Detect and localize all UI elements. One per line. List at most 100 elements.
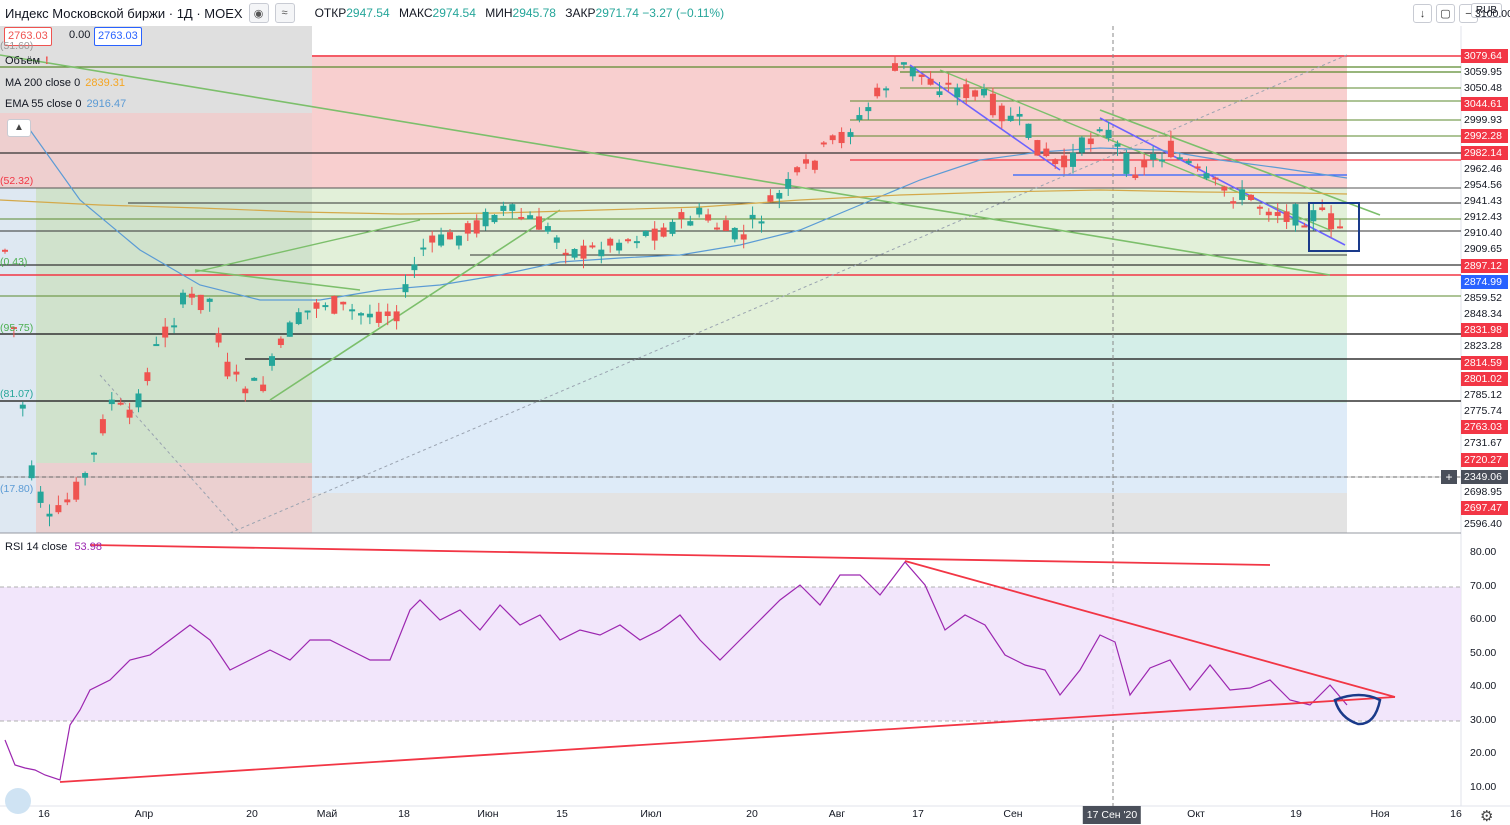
rsi-axis-label: 10.00 <box>1470 780 1497 793</box>
symbol-title[interactable]: Индекс Московской биржи · 1Д · MOEX <box>5 5 243 21</box>
rsi-label: RSI 14 close <box>5 541 68 553</box>
ohlc-low-label: МИН <box>485 6 513 20</box>
candle-body <box>954 87 961 98</box>
candle-body <box>1212 177 1219 180</box>
trend-line <box>229 54 1348 534</box>
gear-icon[interactable]: ⚙ <box>1480 808 1494 825</box>
candle-body <box>838 131 845 144</box>
rsi-axis-label: 30.00 <box>1470 713 1497 726</box>
candle-body <box>669 221 676 234</box>
compare-icon[interactable]: ≈ <box>274 3 295 23</box>
sell-price-button[interactable]: 2763.03 <box>4 27 52 46</box>
spread-value: 0.00 <box>69 29 91 41</box>
candle-body <box>1292 204 1299 226</box>
time-axis-label: Июл <box>640 808 662 820</box>
fib-left-label: (81.07) <box>0 388 34 400</box>
ma200-legend[interactable]: MA 200 close 0 2839.31 <box>5 77 125 89</box>
time-axis-label: 19 <box>1290 808 1302 820</box>
candle-body <box>892 63 898 71</box>
candle-body <box>1096 129 1103 132</box>
tradingview-logo-icon[interactable] <box>5 788 31 814</box>
price-axis-label: 2823.28 <box>1464 340 1502 352</box>
candle-body <box>375 311 382 323</box>
candle-body <box>277 338 284 346</box>
ohlc-low-value: 2945.78 <box>512 6 556 20</box>
candle-body <box>642 231 649 236</box>
candle-body <box>251 377 258 381</box>
price-axis-label: 3050.48 <box>1464 82 1502 94</box>
axis-top-label: 3100.00 <box>1475 8 1510 20</box>
fib-left-label: (0.43) <box>0 256 28 268</box>
candle-body <box>731 227 738 240</box>
time-axis-label: Апр <box>134 808 154 820</box>
candle-body <box>927 78 934 85</box>
ema55-legend[interactable]: EMA 55 close 0 2916.47 <box>5 98 126 110</box>
candle-body <box>473 220 480 234</box>
candle-body <box>553 237 560 243</box>
candle-body <box>1319 207 1326 210</box>
add-alert-icon[interactable]: + <box>1441 470 1457 484</box>
candle-body <box>696 207 703 215</box>
candle-body <box>1328 213 1335 230</box>
candle-body <box>714 227 720 230</box>
time-axis-label: Май <box>316 808 338 820</box>
ema55-label: EMA 55 close 0 <box>5 98 82 110</box>
candle-body <box>776 192 783 199</box>
candle-body <box>571 249 578 258</box>
candle-body <box>10 327 17 330</box>
price-axis-label: 2848.34 <box>1464 308 1502 320</box>
candle-body <box>883 88 890 91</box>
price-axis-label: 2859.52 <box>1464 292 1502 304</box>
chart-toolbar: ↓ ▢ − <box>1413 4 1478 23</box>
collapse-legend-button[interactable]: ▲ <box>7 119 31 137</box>
candle-body <box>874 87 881 97</box>
candle-body <box>482 211 489 227</box>
maximize-icon[interactable]: ▢ <box>1436 4 1455 23</box>
candle-body <box>1310 210 1317 222</box>
candle-body <box>749 214 756 219</box>
candle-body <box>963 84 970 99</box>
candle-body <box>1301 225 1308 228</box>
ohlc-close-label: ЗАКР <box>565 6 596 20</box>
rsi-legend[interactable]: RSI 14 close 53.98 <box>5 541 102 553</box>
candle-body <box>544 226 551 232</box>
price-axis-label: 2912.43 <box>1464 211 1502 223</box>
eye-icon[interactable]: ◉ <box>248 3 269 23</box>
candle-body <box>500 205 507 211</box>
price-axis-label: 2831.98 <box>1461 323 1508 337</box>
candle-body <box>402 284 409 293</box>
price-axis-label: 2909.65 <box>1464 243 1502 255</box>
candle-body <box>1016 113 1023 117</box>
candle-body <box>322 305 329 308</box>
ohlc-close-value: 2971.74 −3.27 (−0.11%) <box>595 6 725 20</box>
price-axis-label: 2763.03 <box>1461 420 1508 434</box>
rsi-axis-label: 60.00 <box>1470 613 1497 625</box>
ohlc-values: ОТКР2947.54 МАКС2974.54 МИН2945.78 ЗАКР2… <box>315 6 731 20</box>
candle-body <box>1248 194 1254 200</box>
candle-body <box>295 312 302 325</box>
time-axis-label: Сен <box>1003 808 1023 820</box>
currency-button[interactable]: RUB <box>1470 3 1502 18</box>
candle-body <box>678 212 685 219</box>
price-axis-label: 2720.27 <box>1461 453 1508 467</box>
price-axis-label: 3059.95 <box>1464 66 1502 78</box>
arrow-down-icon[interactable]: ↓ <box>1413 4 1432 23</box>
candle-body <box>108 399 115 405</box>
trend-line <box>194 219 421 273</box>
volume-legend[interactable]: Объём! <box>5 55 49 67</box>
candle-body <box>19 404 26 409</box>
left-zone-pink <box>36 463 312 533</box>
candle-body <box>909 67 916 77</box>
candle-body <box>1052 159 1059 165</box>
rsi-trend-line <box>904 560 1396 698</box>
candle-body <box>269 356 275 366</box>
time-axis-label: 20 <box>246 808 258 820</box>
fib-left-label: (95.75) <box>0 322 34 334</box>
candle-body <box>820 142 827 145</box>
candle-body <box>91 452 97 455</box>
candle-body <box>998 105 1005 122</box>
buy-price-button[interactable]: 2763.03 <box>94 27 142 46</box>
candle-body <box>1256 206 1263 209</box>
candle-body <box>1239 189 1246 200</box>
